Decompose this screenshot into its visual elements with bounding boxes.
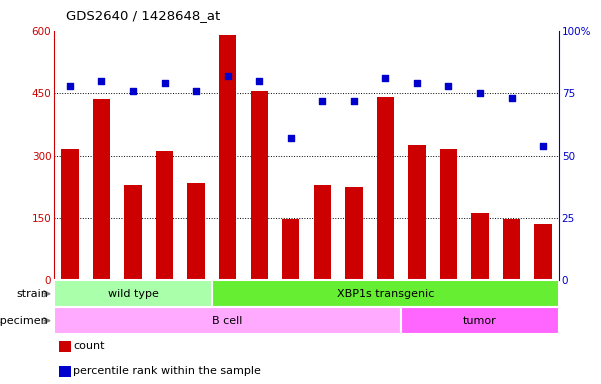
Text: count: count — [73, 341, 105, 351]
Bar — [503, 219, 520, 280]
Point — [475, 90, 485, 96]
Bar — [219, 35, 236, 280]
Point — [223, 73, 233, 79]
Point — [349, 98, 359, 104]
Point — [65, 83, 75, 89]
FancyBboxPatch shape — [54, 307, 401, 334]
Point — [538, 142, 548, 149]
Bar — [61, 149, 79, 280]
Bar — [59, 366, 72, 376]
Point — [444, 83, 453, 89]
Bar — [156, 151, 173, 280]
Bar — [251, 91, 268, 280]
Text: specimen: specimen — [0, 316, 48, 326]
Point — [254, 78, 264, 84]
Text: wild type: wild type — [108, 289, 159, 299]
Point — [191, 88, 201, 94]
Point — [380, 75, 390, 81]
FancyBboxPatch shape — [54, 280, 212, 307]
FancyBboxPatch shape — [212, 280, 559, 307]
Text: strain: strain — [16, 289, 48, 299]
Bar — [408, 145, 426, 280]
Bar — [440, 149, 457, 280]
Text: tumor: tumor — [463, 316, 497, 326]
Text: B cell: B cell — [212, 316, 243, 326]
Bar — [471, 212, 489, 280]
Bar — [282, 219, 299, 280]
Bar — [345, 187, 362, 280]
Bar — [534, 224, 552, 280]
Bar — [93, 99, 110, 280]
Bar — [124, 185, 142, 280]
Text: GDS2640 / 1428648_at: GDS2640 / 1428648_at — [66, 9, 221, 22]
Point — [160, 80, 169, 86]
Text: XBP1s transgenic: XBP1s transgenic — [337, 289, 434, 299]
Point — [412, 80, 422, 86]
Point — [286, 135, 296, 141]
Bar — [59, 341, 72, 352]
Point — [317, 98, 327, 104]
Point — [128, 88, 138, 94]
FancyBboxPatch shape — [401, 307, 559, 334]
Bar — [188, 182, 205, 280]
Bar — [377, 97, 394, 280]
Point — [507, 95, 516, 101]
Text: percentile rank within the sample: percentile rank within the sample — [73, 366, 261, 376]
Bar — [314, 185, 331, 280]
Point — [97, 78, 106, 84]
